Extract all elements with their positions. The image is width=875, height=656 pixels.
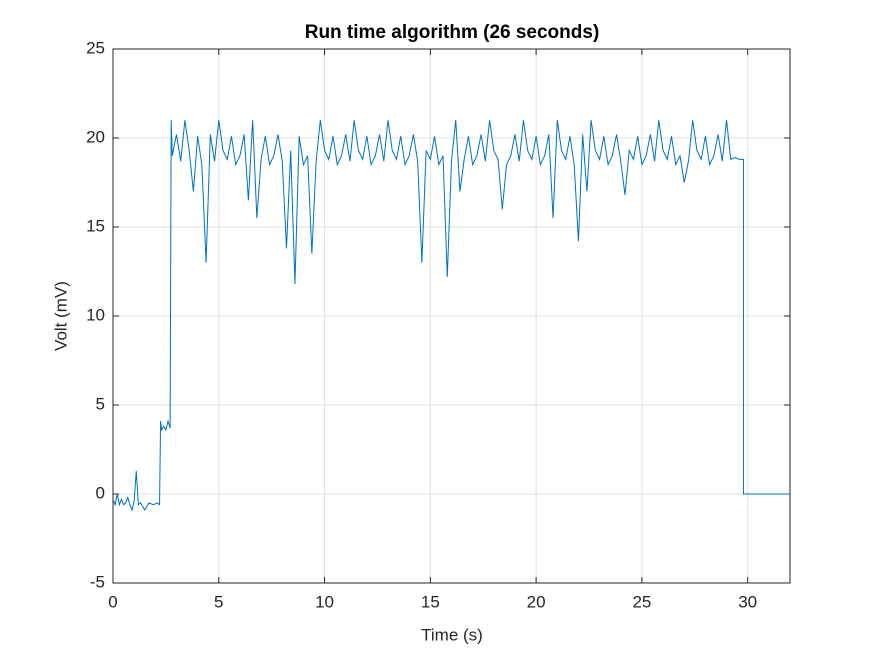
y-tick-label: 10 <box>86 305 105 324</box>
x-tick-label: 0 <box>108 592 117 611</box>
x-tick-label: 30 <box>738 592 757 611</box>
plot-frame <box>112 48 791 584</box>
y-axis-label: Volt (mV) <box>51 281 70 351</box>
x-tick-label: 20 <box>527 592 546 611</box>
y-tick-label: -5 <box>90 572 105 591</box>
y-tick-label: 20 <box>86 127 105 146</box>
x-tick-label: 5 <box>214 592 223 611</box>
chart-title: Run time algorithm (26 seconds) <box>305 22 600 43</box>
x-tick-label: 10 <box>315 592 334 611</box>
data-line <box>112 120 790 512</box>
y-tick-label: 0 <box>96 483 105 502</box>
x-tick-label: 15 <box>421 592 440 611</box>
y-tick-label: 25 <box>86 38 105 57</box>
x-tick-label: 25 <box>632 592 651 611</box>
y-tick-label: 5 <box>96 394 105 413</box>
y-tick-label: 15 <box>86 216 105 235</box>
x-axis-label: Time (s) <box>421 625 483 644</box>
